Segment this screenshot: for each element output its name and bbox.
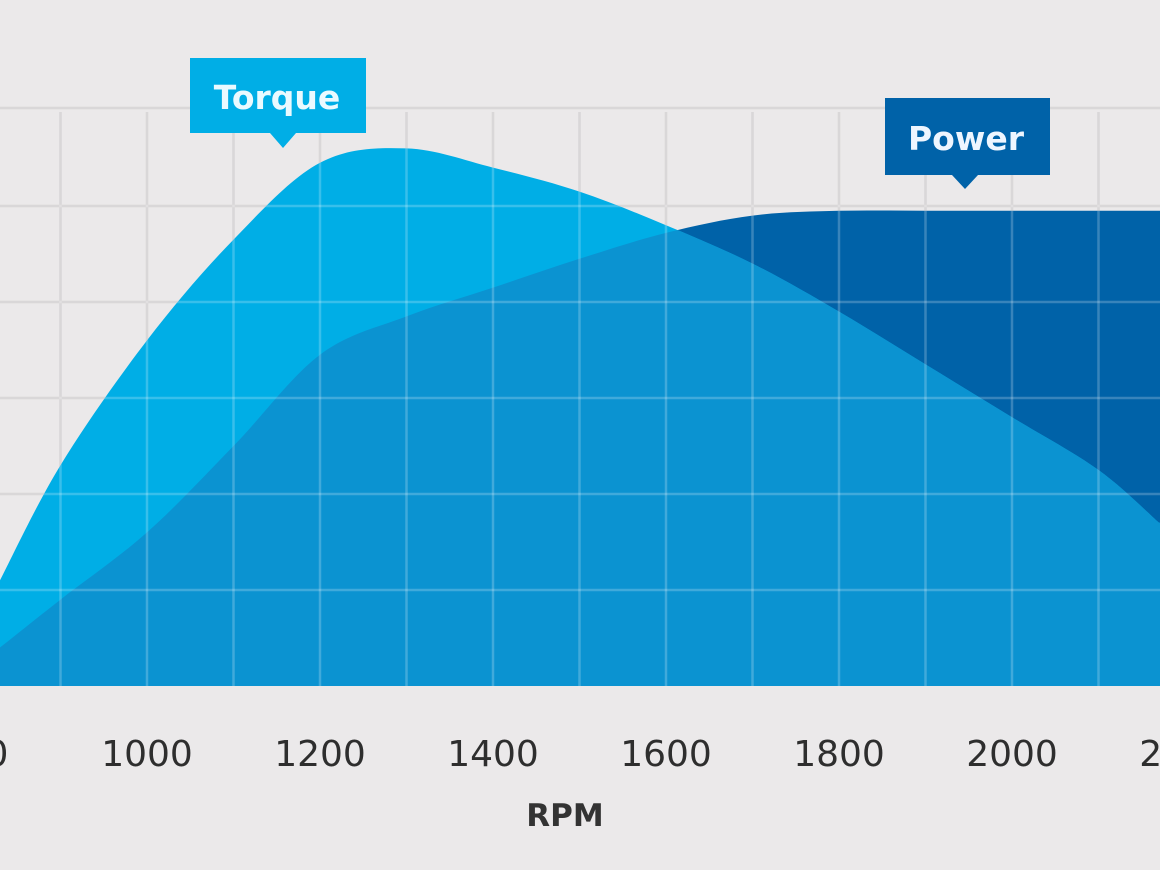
x-tick-label: 1200 bbox=[274, 734, 366, 775]
x-tick-label: 2000 bbox=[966, 734, 1058, 775]
x-axis-label: RPM bbox=[526, 798, 603, 834]
x-tick-label: 1400 bbox=[447, 734, 539, 775]
torque-label-box bbox=[190, 58, 366, 148]
x-tick-labels: 800 1000 1200 1400 1600 1800 2000 2200 bbox=[0, 734, 1160, 775]
power-label: Power bbox=[885, 98, 1050, 189]
x-tick-label: 1600 bbox=[620, 734, 712, 775]
x-tick-label: 1800 bbox=[793, 734, 885, 775]
x-tick-label: 1000 bbox=[101, 734, 193, 775]
power-label-box bbox=[885, 98, 1050, 189]
torque-label-text: Torque bbox=[214, 78, 341, 117]
power-label-text: Power bbox=[908, 119, 1025, 158]
x-tick-label: 2200 bbox=[1139, 734, 1160, 775]
torque-label: Torque bbox=[190, 58, 366, 148]
x-tick-label: 800 bbox=[0, 734, 8, 775]
